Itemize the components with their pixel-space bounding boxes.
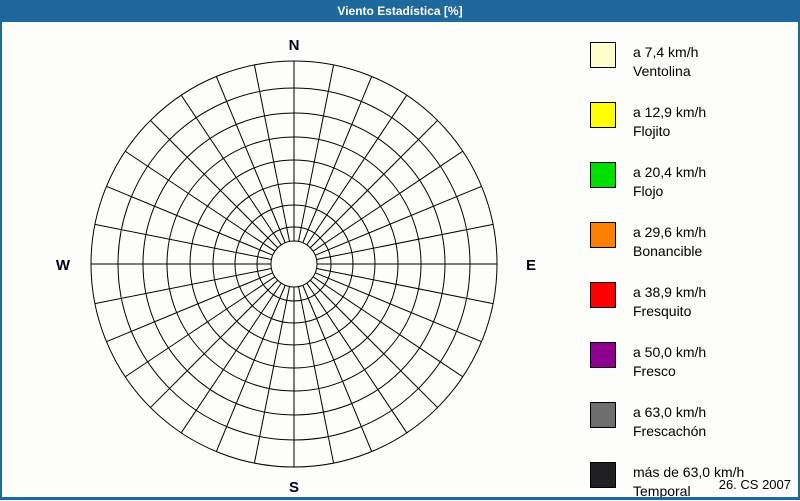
legend-label: a 7,4 km/h Ventolina: [633, 43, 698, 81]
legend-item-bonancible: a 29,6 km/h Bonancible: [590, 222, 744, 261]
window-titlebar: Viento Estadística [%]: [0, 0, 800, 22]
legend-speed: a 29,6 km/h: [633, 224, 707, 240]
legend-swatch: [590, 222, 616, 248]
legend-item-ventolina: a 7,4 km/h Ventolina: [590, 42, 744, 81]
legend-swatch: [590, 342, 616, 368]
legend-swatch: [590, 462, 616, 488]
window-title: Viento Estadística [%]: [337, 4, 463, 18]
legend-label: a 29,6 km/h Bonancible: [633, 223, 706, 261]
legend-name: Fresquito: [633, 303, 692, 319]
legend-label: a 20,4 km/h Flojo: [633, 163, 706, 201]
legend-swatch: [590, 162, 616, 188]
legend-swatch: [590, 402, 616, 428]
legend-name: Flojito: [633, 123, 671, 139]
legend-name: Bonancible: [633, 243, 703, 259]
legend-item-flojo: a 20,4 km/h Flojo: [590, 162, 744, 201]
compass-label-south: S: [289, 479, 299, 496]
legend-item-fresquito: a 38,9 km/h Fresquito: [590, 282, 744, 321]
legend-label: más de 63,0 km/h Temporal: [633, 463, 744, 501]
legend-name: Fresco: [633, 363, 676, 379]
compass-label-west: W: [56, 257, 71, 274]
legend-item-temporal: más de 63,0 km/h Temporal: [590, 462, 744, 501]
legend-item-frescachon: a 63,0 km/h Frescachón: [590, 402, 744, 441]
legend-item-fresco: a 50,0 km/h Fresco: [590, 342, 744, 381]
legend-name: Frescachón: [633, 423, 707, 439]
legend-speed: a 50,0 km/h: [633, 344, 707, 360]
legend-swatch: [590, 102, 616, 128]
legend-label: a 38,9 km/h Fresquito: [633, 283, 706, 321]
compass-label-north: N: [289, 37, 300, 54]
legend-speed: más de 63,0 km/h: [633, 464, 745, 480]
wind-rose-grid: [90, 60, 498, 468]
legend-speed: a 38,9 km/h: [633, 284, 707, 300]
footer-credit: 26. CS 2007: [718, 477, 791, 492]
legend-speed: a 12,9 km/h: [633, 104, 707, 120]
legend-speed: a 7,4 km/h: [633, 44, 699, 60]
legend: a 7,4 km/h Ventolina a 12,9 km/h Flojito…: [590, 42, 744, 501]
legend-item-flojito: a 12,9 km/h Flojito: [590, 102, 744, 141]
legend-label: a 50,0 km/h Fresco: [633, 343, 706, 381]
legend-swatch: [590, 282, 616, 308]
legend-swatch: [590, 42, 616, 68]
legend-name: Temporal: [633, 483, 691, 499]
legend-name: Flojo: [633, 183, 664, 199]
legend-label: a 63,0 km/h Frescachón: [633, 403, 706, 441]
legend-name: Ventolina: [633, 63, 691, 79]
legend-speed: a 20,4 km/h: [633, 164, 707, 180]
legend-label: a 12,9 km/h Flojito: [633, 103, 706, 141]
compass-label-east: E: [526, 257, 536, 274]
legend-speed: a 63,0 km/h: [633, 404, 707, 420]
